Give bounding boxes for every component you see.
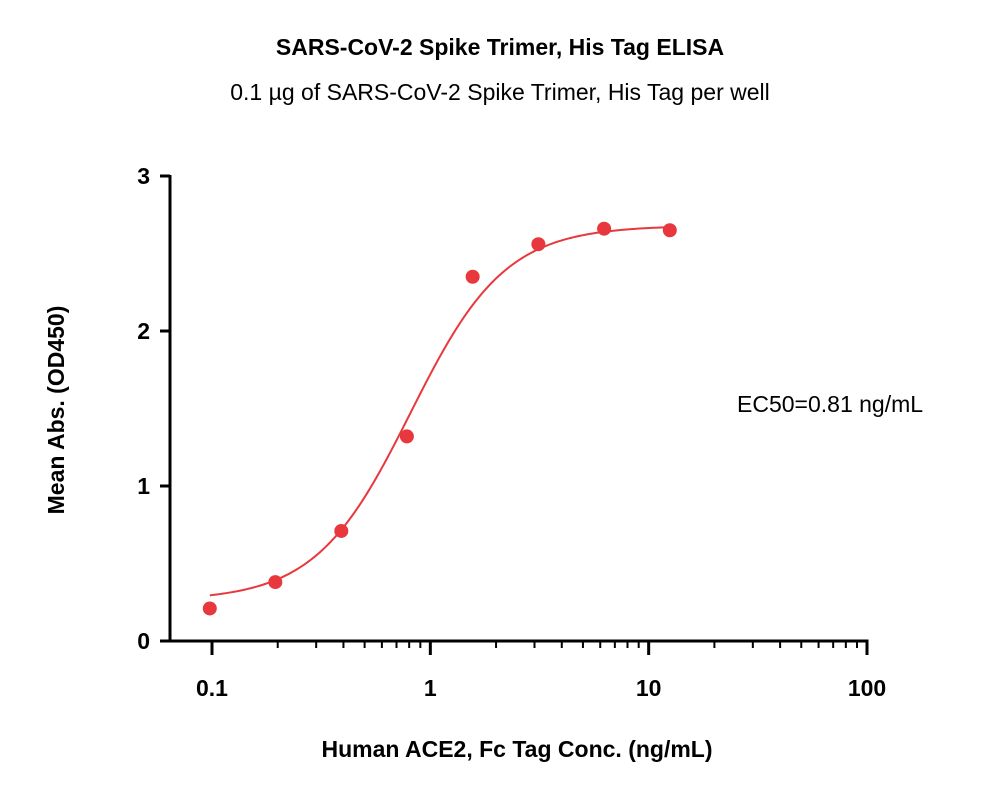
data-point <box>334 523 349 538</box>
data-point <box>662 223 677 238</box>
ec50-annotation: EC50=0.81 ng/mL <box>737 391 923 417</box>
x-tick-label: 10 <box>636 675 662 701</box>
chart-subtitle: 0.1 µg of SARS-CoV-2 Spike Trimer, His T… <box>230 79 770 105</box>
y-tick-label: 0 <box>137 628 150 654</box>
x-tick-label: 1 <box>424 675 437 701</box>
y-tick-label: 1 <box>137 473 150 499</box>
data-point <box>399 429 414 444</box>
y-axis-label: Mean Abs. (OD450) <box>43 306 69 515</box>
x-tick-label: 100 <box>848 675 886 701</box>
data-point <box>597 221 612 236</box>
data-point <box>268 575 283 590</box>
y-tick-label: 3 <box>137 163 150 189</box>
fit-curve-group <box>209 226 670 597</box>
axes: 0 1 2 3 0.1 1 10 100 <box>137 163 886 701</box>
data-point <box>202 601 217 616</box>
chart-title: SARS-CoV-2 Spike Trimer, His Tag ELISA <box>275 34 725 60</box>
data-points <box>202 221 677 616</box>
x-tick-label: 0.1 <box>196 675 228 701</box>
fit-curve <box>209 226 670 597</box>
data-point <box>465 269 480 284</box>
data-point <box>531 237 546 252</box>
x-axis-label: Human ACE2, Fc Tag Conc. (ng/mL) <box>321 736 712 762</box>
y-tick-label: 2 <box>137 318 150 344</box>
